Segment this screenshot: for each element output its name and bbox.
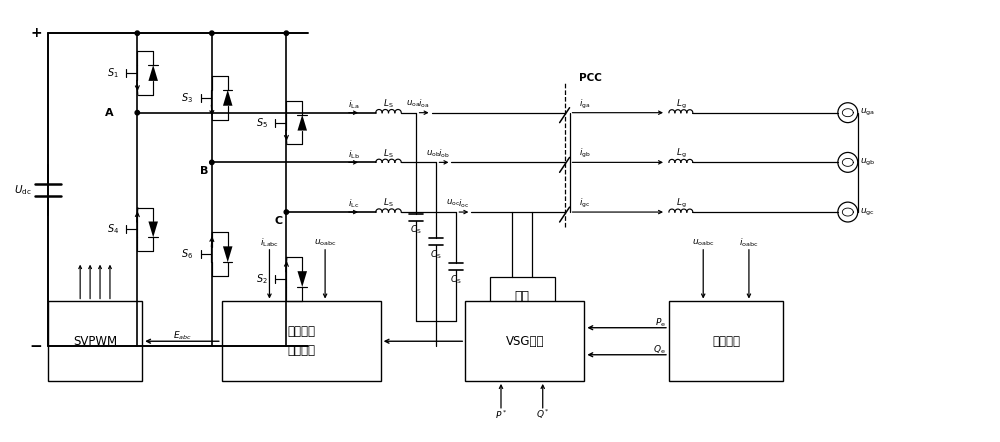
Circle shape (135, 110, 139, 115)
Text: B: B (200, 166, 208, 176)
Text: $L_{\rm S}$: $L_{\rm S}$ (383, 147, 394, 160)
Text: $u_{\rm gb}$: $u_{\rm gb}$ (860, 157, 876, 168)
Text: C: C (274, 216, 282, 226)
Text: VSG控制: VSG控制 (506, 335, 544, 348)
Circle shape (210, 160, 214, 164)
Text: $P_{\rm e}$: $P_{\rm e}$ (655, 316, 666, 329)
Text: $S_5$: $S_5$ (256, 116, 268, 130)
Text: $u_{\rm oabc}$: $u_{\rm oabc}$ (314, 238, 336, 248)
Text: $L_{\rm S}$: $L_{\rm S}$ (383, 98, 394, 110)
Text: +: + (30, 26, 42, 40)
Text: 电压电流
双环控制: 电压电流 双环控制 (287, 325, 315, 357)
Text: $u_{\rm ob}$: $u_{\rm ob}$ (426, 148, 440, 159)
Circle shape (210, 31, 214, 35)
Bar (490, 277, 555, 316)
Text: $i_{\rm oc}$: $i_{\rm oc}$ (458, 198, 469, 210)
Text: $i_{\rm gb}$: $i_{\rm gb}$ (579, 147, 590, 160)
Text: $i_{\rm La}$: $i_{\rm La}$ (348, 99, 359, 111)
Polygon shape (223, 90, 232, 106)
Text: $S_6$: $S_6$ (181, 248, 193, 261)
Text: $Q^*$: $Q^*$ (536, 408, 550, 422)
Text: $i_{\rm Lb}$: $i_{\rm Lb}$ (348, 148, 359, 161)
Text: $Q_{\rm e}$: $Q_{\rm e}$ (653, 343, 666, 356)
Text: SVPWM: SVPWM (73, 335, 117, 348)
Text: $U_{\rm dc}$: $U_{\rm dc}$ (14, 183, 32, 197)
Text: 负载: 负载 (515, 290, 530, 303)
Polygon shape (297, 114, 307, 130)
Polygon shape (148, 221, 158, 237)
Text: $i_{\rm ga}$: $i_{\rm ga}$ (579, 98, 590, 111)
Text: $i_{\rm oabc}$: $i_{\rm oabc}$ (739, 236, 759, 249)
Text: $L_{\rm g}$: $L_{\rm g}$ (676, 197, 686, 210)
Text: $C_{\rm S}$: $C_{\rm S}$ (410, 224, 422, 236)
Text: $u_{\rm oc}$: $u_{\rm oc}$ (446, 198, 460, 208)
Polygon shape (148, 65, 158, 81)
Text: $i_{\rm gc}$: $i_{\rm gc}$ (579, 197, 590, 210)
Text: $S_2$: $S_2$ (256, 272, 268, 286)
Text: −: − (30, 339, 42, 354)
Bar (465, 301, 584, 381)
Text: $i_{\rm ob}$: $i_{\rm ob}$ (438, 148, 450, 160)
Text: $i_{\rm oa}$: $i_{\rm oa}$ (418, 98, 430, 110)
Bar (669, 301, 783, 381)
Text: $u_{\rm oa}$: $u_{\rm oa}$ (406, 99, 420, 109)
Text: $i_{\rm Labc}$: $i_{\rm Labc}$ (260, 236, 279, 249)
Text: A: A (105, 108, 114, 118)
Text: $S_3$: $S_3$ (181, 91, 193, 105)
Text: $L_{\rm g}$: $L_{\rm g}$ (676, 98, 686, 111)
Bar (48, 301, 142, 381)
Circle shape (284, 210, 289, 214)
Polygon shape (297, 271, 307, 287)
Polygon shape (223, 246, 232, 262)
Text: $C_{\rm S}$: $C_{\rm S}$ (430, 248, 442, 261)
Text: $i_{\rm Lc}$: $i_{\rm Lc}$ (348, 198, 359, 210)
Text: $S_4$: $S_4$ (107, 222, 119, 236)
Text: $C_{\rm S}$: $C_{\rm S}$ (450, 274, 462, 286)
Text: $L_{\rm S}$: $L_{\rm S}$ (383, 197, 394, 210)
Text: $u_{\rm ga}$: $u_{\rm ga}$ (860, 107, 875, 118)
Text: $P^*$: $P^*$ (495, 408, 507, 421)
Text: $u_{\rm oabc}$: $u_{\rm oabc}$ (692, 238, 714, 248)
Text: PCC: PCC (579, 73, 602, 83)
Text: $L_{\rm g}$: $L_{\rm g}$ (676, 147, 686, 160)
Text: $E_{\it abc}$: $E_{\it abc}$ (173, 329, 191, 342)
Circle shape (135, 31, 139, 35)
Bar (222, 301, 381, 381)
Text: $S_1$: $S_1$ (107, 66, 119, 80)
Text: 功率计算: 功率计算 (712, 335, 740, 348)
Text: $u_{\rm gc}$: $u_{\rm gc}$ (860, 206, 875, 217)
Circle shape (284, 31, 289, 35)
